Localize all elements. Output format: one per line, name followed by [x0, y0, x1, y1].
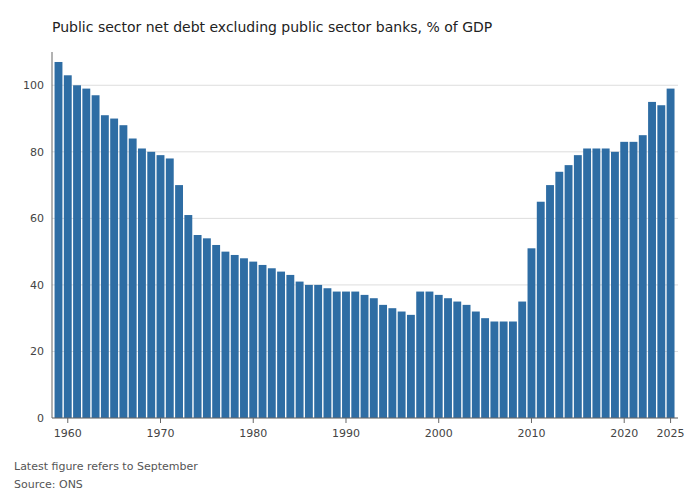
x-axis-line: [52, 418, 678, 419]
bar: [463, 305, 471, 418]
bar: [602, 148, 610, 418]
bar: [453, 302, 461, 418]
bar: [630, 142, 638, 418]
x-tick-label: 1970: [147, 427, 175, 440]
bar: [528, 248, 536, 418]
bar: [221, 252, 229, 418]
bar: [546, 185, 554, 418]
bar: [314, 285, 322, 418]
bar: [73, 85, 81, 418]
x-tick: [624, 418, 625, 423]
bar: [138, 148, 146, 418]
bar: [64, 75, 72, 418]
bar: [259, 265, 267, 418]
bar: [110, 119, 118, 418]
x-tick-label: 2020: [610, 427, 638, 440]
bar: [101, 115, 109, 418]
bar: [620, 142, 628, 418]
bar: [240, 258, 248, 418]
bar: [361, 295, 369, 418]
bars: [55, 62, 675, 418]
title: Public sector net debt excluding public …: [52, 19, 492, 35]
bar: [231, 255, 239, 418]
x-tick-label: 2025: [657, 427, 685, 440]
bar: [296, 282, 304, 418]
bar: [166, 158, 174, 418]
x-tick-label: 2010: [517, 427, 545, 440]
y-axis-line: [52, 52, 53, 418]
y-tick-label: 60: [30, 212, 44, 225]
y-tick-label: 20: [30, 345, 44, 358]
bar: [323, 288, 331, 418]
x-tick: [531, 418, 532, 423]
bar: [583, 148, 591, 418]
bar: [500, 322, 508, 418]
bar: [565, 165, 573, 418]
bar: [592, 148, 600, 418]
bar: [194, 235, 202, 418]
bar: [639, 135, 647, 418]
x-tick: [345, 418, 346, 423]
y-tick-label: 0: [37, 412, 44, 425]
x-tick-label: 2000: [425, 427, 453, 440]
x-tick-label: 1980: [239, 427, 267, 440]
bar: [657, 105, 665, 418]
bar: [379, 305, 387, 418]
bar: [212, 245, 220, 418]
bar: [555, 172, 563, 418]
y-tick-label: 100: [23, 79, 44, 92]
grid-line: [52, 418, 678, 419]
bar: [370, 298, 378, 418]
bar: [481, 318, 489, 418]
x-tick-label: 1990: [332, 427, 360, 440]
bar: [490, 322, 498, 418]
bar: [416, 292, 424, 418]
bar: [203, 238, 211, 418]
y-tick-label: 80: [30, 146, 44, 159]
bar: [444, 298, 452, 418]
bar: [342, 292, 350, 418]
bar: [509, 322, 517, 418]
chart: Public sector net debt excluding public …: [0, 0, 700, 500]
bar: [407, 315, 415, 418]
bar: [537, 202, 545, 418]
bar: [82, 89, 90, 418]
bar: [648, 102, 656, 418]
bar: [472, 312, 480, 418]
bar: [426, 292, 434, 418]
x-tick: [253, 418, 254, 423]
footnote: Source: ONS: [14, 478, 83, 491]
bar: [175, 185, 183, 418]
bar: [398, 312, 406, 418]
bar: [305, 285, 313, 418]
y-tick-label: 40: [30, 279, 44, 292]
bar: [92, 95, 100, 418]
bar: [574, 155, 582, 418]
bar: [129, 139, 137, 418]
bar: [286, 275, 294, 418]
x-tick-label: 1960: [54, 427, 82, 440]
x-tick: [67, 418, 68, 423]
bar: [388, 308, 396, 418]
bar: [249, 262, 257, 418]
bar: [184, 215, 192, 418]
bar: [435, 295, 443, 418]
bar: [55, 62, 63, 418]
bar: [119, 125, 127, 418]
bar: [268, 268, 276, 418]
x-tick: [670, 418, 671, 423]
footnote: Latest figure refers to September: [14, 460, 198, 473]
grid: [52, 85, 678, 418]
bar: [611, 152, 619, 418]
bar: [667, 89, 675, 418]
bar: [518, 302, 526, 418]
bar: [147, 152, 155, 418]
x-tick: [438, 418, 439, 423]
bar: [157, 155, 165, 418]
bar: [351, 292, 359, 418]
bar: [333, 292, 341, 418]
grid-line: [52, 85, 678, 86]
x-tick: [160, 418, 161, 423]
bar: [277, 272, 285, 418]
